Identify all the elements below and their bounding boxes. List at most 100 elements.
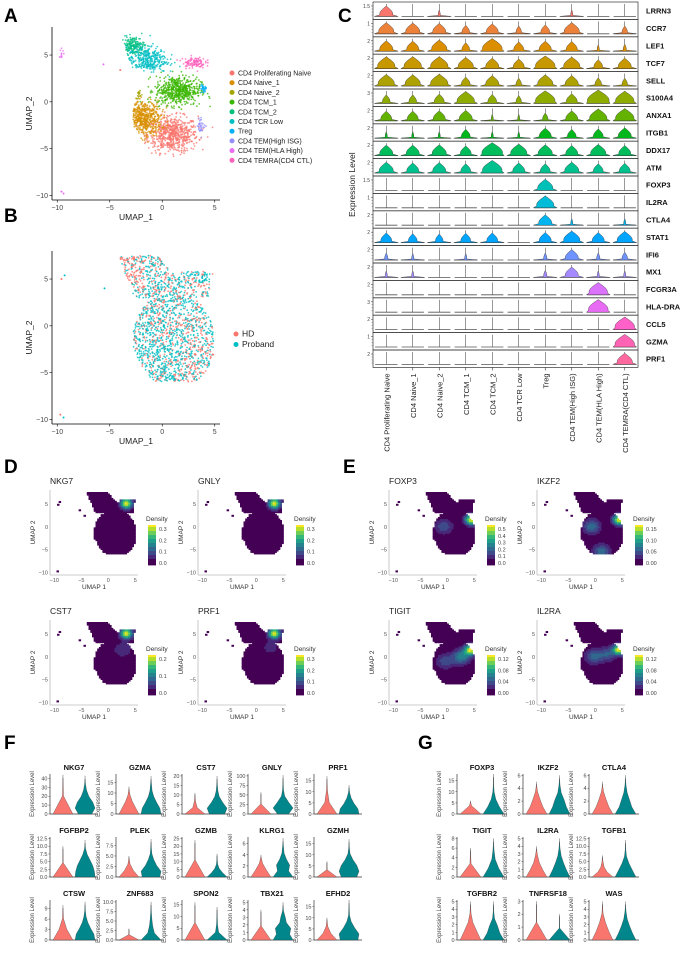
colorbar [296, 655, 304, 696]
x-tick-label: −10 [51, 205, 63, 212]
violin-shape [427, 233, 452, 243]
stacked-violin-plot: 1.5 LRRN3 1 CCR7 2 LEF1 2 TCF7 2 SELL 3 S100A4 2 ANXA… [347, 1, 681, 453]
violin-shape [506, 113, 531, 121]
violin-shape [118, 788, 140, 815]
y-tick-label: −10 [39, 701, 48, 707]
y-tick-label: 5 [308, 927, 311, 933]
legend-item: Treg [229, 128, 252, 136]
outlier-island [417, 639, 421, 642]
colorbar-tick-label: 0.1 [307, 550, 315, 556]
violin-shape [480, 75, 505, 87]
y-axis-label: Expression Level [347, 152, 357, 217]
legend-item: CD4 TCM_2 [229, 109, 277, 116]
colorbar-tick-label: 0.0 [498, 561, 506, 567]
violin-shape [586, 43, 611, 52]
outlier-island [83, 514, 86, 517]
subplot-title: IKZF2 [537, 476, 560, 486]
y-axis-label: Expression Level [294, 771, 300, 817]
x-axis-label: UMAP 1 [82, 584, 106, 591]
colorbar-tick-label: 0.04 [646, 680, 657, 686]
violin-proband [206, 907, 228, 941]
violin-shape [52, 907, 74, 941]
y-axis-label: Expression Level [294, 897, 300, 943]
violin-shape [506, 58, 531, 69]
violin-shape [612, 57, 637, 69]
violin-shape [532, 90, 558, 104]
violin-shape [533, 195, 558, 208]
violin-shape [453, 163, 478, 174]
violin-shape [559, 217, 584, 226]
y-tick-label: 2 [367, 143, 370, 149]
violin-hd [316, 776, 338, 815]
violin-proband [206, 775, 228, 815]
violin-shape [479, 160, 505, 174]
violin-shape [427, 8, 452, 17]
y-axis-label: Expression Level [569, 771, 575, 817]
x-tick-label: 5 [282, 708, 285, 714]
x-tick-label: 0 [160, 429, 164, 436]
violin-shape [374, 252, 399, 261]
violin-shape [453, 24, 478, 34]
colorbar [635, 525, 643, 566]
x-axis-label: UMAP 1 [421, 714, 445, 721]
colorbar-tick-label: 0.0 [307, 691, 315, 697]
violin-row-fcgr3a: 2 FCGR3A [367, 280, 677, 299]
violin-shape [586, 232, 611, 243]
violin-plot-klrg1: KLRG1 0 2 4 6 Expression Level [228, 826, 296, 881]
violin-shape [612, 145, 637, 156]
y-tick-label: 2.5 [106, 928, 114, 934]
colorbar-tick-label: 0.15 [646, 527, 657, 533]
gene-label: CCL5 [646, 320, 666, 329]
violin-proband [140, 839, 162, 878]
y-tick-label: 2 [367, 74, 370, 80]
x-tick-label: −10 [50, 578, 59, 584]
y-tick-label: 5 [193, 502, 196, 508]
y-tick-label: −10 [378, 571, 387, 577]
gene-label: ATM [646, 163, 662, 172]
colorbar-tick-label: 0.0 [159, 561, 167, 567]
violin-shape [206, 909, 228, 941]
y-tick-label: 2 [367, 230, 370, 236]
y-tick-label: 2 [367, 161, 370, 167]
y-axis-label: Expression Level [503, 897, 509, 943]
subplot-title: IL2RA [537, 826, 559, 835]
violin-shape [316, 862, 338, 878]
outlier-island [395, 570, 398, 573]
y-tick-label: 0 [451, 938, 454, 944]
x-tick-label: 0 [255, 708, 258, 714]
colorbar-title: Density [633, 646, 655, 653]
y-axis-label: Expression Level [228, 897, 234, 943]
violin-shape [479, 38, 505, 52]
violin-hd [459, 901, 482, 941]
colorbar [148, 525, 156, 566]
violin-shape [525, 904, 548, 941]
x-tick-label: 0 [594, 708, 597, 714]
violin-plot-spon2: SPON2 0 5 10 15 Expression Level [162, 889, 230, 944]
colorbar-tick-label: 0.08 [646, 668, 657, 674]
y-tick-label: −5 [42, 548, 48, 554]
y-tick-label: 10 [305, 853, 311, 859]
y-tick-label: 1 [517, 925, 520, 931]
violin-shape [272, 841, 294, 878]
outlier-island [397, 501, 401, 504]
violin-shape [272, 778, 294, 815]
y-tick-label: 2 [451, 923, 454, 929]
x-category-label: CD4 Naive_1 [409, 373, 418, 418]
y-axis-label: Expression Level [228, 771, 234, 817]
colorbar-tick-label: 0.2 [307, 538, 315, 544]
legend-dot [229, 80, 235, 86]
y-tick-label: 4 [517, 844, 520, 850]
violin-shape [374, 74, 399, 87]
y-axis-label: Expression Level [437, 834, 443, 880]
subplot-title: TGFB1 [602, 826, 627, 835]
y-tick-label: 7.5 [579, 852, 587, 858]
x-axis-label: UMAP 1 [82, 714, 106, 721]
violin-proband [272, 775, 294, 815]
y-tick-label: 0 [242, 938, 245, 944]
violin-shape [585, 89, 611, 104]
violin-shape [453, 42, 478, 52]
violin-shape [612, 127, 637, 139]
colorbar-tick-label: 0.04 [498, 680, 509, 686]
violin-shape [533, 252, 558, 261]
